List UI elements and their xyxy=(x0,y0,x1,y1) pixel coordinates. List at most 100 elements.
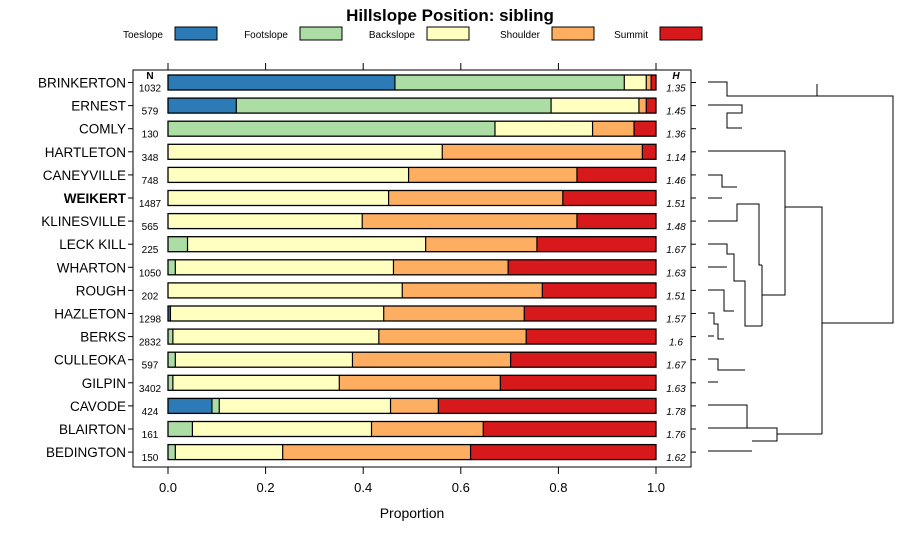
bar-segment-cavode-footslope xyxy=(211,398,220,414)
bar-segment-gilpin-shoulder xyxy=(339,375,501,391)
legend-label-toeslope: Toeslope xyxy=(123,30,163,41)
x-tick-label: 0.0 xyxy=(159,480,177,495)
row-label-ernest: ERNEST xyxy=(71,99,126,114)
bar-outline-bedington xyxy=(167,443,657,461)
bar-segment-caneyville-summit xyxy=(576,167,656,183)
x-axis: 0.0 0.2 0.4 0.6 0.8 1.0 xyxy=(128,63,696,495)
bar-outline-leck-kill xyxy=(167,236,657,253)
dendrogram-branch xyxy=(708,104,743,129)
row-h-ernest: 1.45 xyxy=(666,107,686,118)
row-label-culleoka: CULLEOKA xyxy=(54,353,126,368)
x-tick-label: 1.0 xyxy=(647,480,665,495)
bar-outline-gilpin xyxy=(167,374,657,391)
bar-segment-cavode-shoulder xyxy=(390,398,439,414)
bar-segment-brinkerton-backslope xyxy=(624,75,647,90)
bar-segment-ernest-footslope xyxy=(236,98,552,114)
bar-segment-ernest-shoulder xyxy=(638,98,647,114)
bar-segment-rough-summit xyxy=(542,282,656,298)
bar-segment-comly-footslope xyxy=(168,121,495,137)
dendrogram-branch xyxy=(708,289,734,312)
row-label-rough: ROUGH xyxy=(76,283,126,298)
bar-segment-culleoka-footslope xyxy=(168,352,176,368)
x-tick-label: 0.2 xyxy=(257,480,275,495)
bar-segment-blairton-summit xyxy=(483,421,656,437)
legend-swatch-backslope xyxy=(426,26,470,41)
bar-segment-cavode-toeslope xyxy=(168,398,212,414)
row-n-gilpin: 3402 xyxy=(139,384,162,395)
row-label-hartleton: HARTLETON xyxy=(45,145,126,160)
dendrogram-branch xyxy=(708,312,724,340)
bar-outline-cavode xyxy=(167,397,657,415)
bar-segment-bedington-footslope xyxy=(168,444,176,460)
bar-segment-wharton-backslope xyxy=(175,259,394,275)
row-h-gilpin: 1.63 xyxy=(666,384,686,395)
row-label-hazleton: HAZLETON xyxy=(54,307,126,322)
bar-segment-rough-backslope xyxy=(168,282,403,298)
bar-segment-leck-kill-footslope xyxy=(168,236,188,252)
bar-segment-wharton-footslope xyxy=(168,259,176,275)
bar-segment-comly-shoulder xyxy=(592,121,635,137)
row-n-ernest: 579 xyxy=(142,107,159,118)
row-label-berks: BERKS xyxy=(80,330,126,345)
bar-segment-weikert-backslope xyxy=(168,190,389,206)
bar-outline-weikert xyxy=(167,189,657,207)
bar-segment-klinesville-backslope xyxy=(168,213,363,229)
bar-segment-weikert-shoulder xyxy=(388,190,563,206)
bar-segment-blairton-footslope xyxy=(168,421,193,437)
legend-label-footslope: Footslope xyxy=(244,30,288,41)
bar-outline-berks xyxy=(167,328,657,345)
bar-segment-hazleton-summit xyxy=(524,306,656,321)
row-h-berks: 1.6 xyxy=(669,338,683,349)
bar-segment-culleoka-summit xyxy=(510,352,656,368)
row-n-comly: 130 xyxy=(142,130,159,141)
bar-outline-brinkerton xyxy=(167,74,657,91)
bar-segment-bedington-summit xyxy=(470,444,656,460)
bar-segment-brinkerton-toeslope xyxy=(168,75,395,90)
row-h-hazleton: 1.57 xyxy=(666,315,686,326)
bar-segment-leck-kill-shoulder xyxy=(425,236,537,252)
row-n-cavode: 424 xyxy=(142,407,159,418)
legend: Toeslope Footslope Backslope Shoulder Summit xyxy=(123,26,703,41)
bar-segment-berks-summit xyxy=(526,329,656,345)
dendrogram-branch xyxy=(708,150,786,207)
legend-swatch-shoulder xyxy=(551,26,595,41)
row-n-klinesville: 565 xyxy=(142,222,159,233)
bar-segment-ernest-toeslope xyxy=(168,98,237,114)
bar-outline-klinesville xyxy=(167,212,657,230)
bar-outline-caneyville xyxy=(167,166,657,184)
row-h-blairton: 1.76 xyxy=(666,430,686,441)
row-n-berks: 2832 xyxy=(139,338,162,349)
legend-swatch-footslope xyxy=(299,26,343,41)
row-n-wharton: 1050 xyxy=(139,268,162,279)
dendrogram xyxy=(708,81,894,452)
bar-segment-brinkerton-footslope xyxy=(394,75,625,90)
row-label-brinkerton: BRINKERTON xyxy=(38,76,126,91)
bar-segment-weikert-summit xyxy=(562,190,656,206)
dendrogram-branch xyxy=(708,243,762,327)
bar-outline-wharton xyxy=(167,259,657,276)
row-n-rough: 202 xyxy=(142,291,159,302)
row-label-weikert: WEIKERT xyxy=(64,191,127,206)
bar-segment-gilpin-backslope xyxy=(172,375,340,391)
dendrogram-branch xyxy=(761,207,786,326)
row-h-wharton: 1.63 xyxy=(666,268,686,279)
legend-label-backslope: Backslope xyxy=(369,30,416,41)
bar-segment-ernest-summit xyxy=(646,98,656,114)
row-n-hazleton: 1298 xyxy=(139,315,162,326)
bar-segment-ernest-backslope xyxy=(551,98,639,114)
bar-segment-gilpin-summit xyxy=(500,375,656,391)
bar-segment-blairton-shoulder xyxy=(371,421,484,437)
bar-segment-comly-backslope xyxy=(494,121,593,137)
row-h-weikert: 1.51 xyxy=(666,199,685,210)
row-h-caneyville: 1.46 xyxy=(666,176,686,187)
row-label-blairton: BLAIRTON xyxy=(59,422,126,437)
bar-outline-ernest xyxy=(167,97,657,114)
row-n-blairton: 161 xyxy=(142,430,159,441)
x-tick-label: 0.6 xyxy=(452,480,470,495)
legend-label-shoulder: Shoulder xyxy=(500,30,541,41)
bar-segment-cavode-summit xyxy=(438,398,656,414)
bar-segment-berks-shoulder xyxy=(378,329,527,345)
bar-outline-hazleton xyxy=(167,305,657,322)
row-label-klinesville: KLINESVILLE xyxy=(41,214,126,229)
bar-segment-rough-shoulder xyxy=(402,282,543,298)
